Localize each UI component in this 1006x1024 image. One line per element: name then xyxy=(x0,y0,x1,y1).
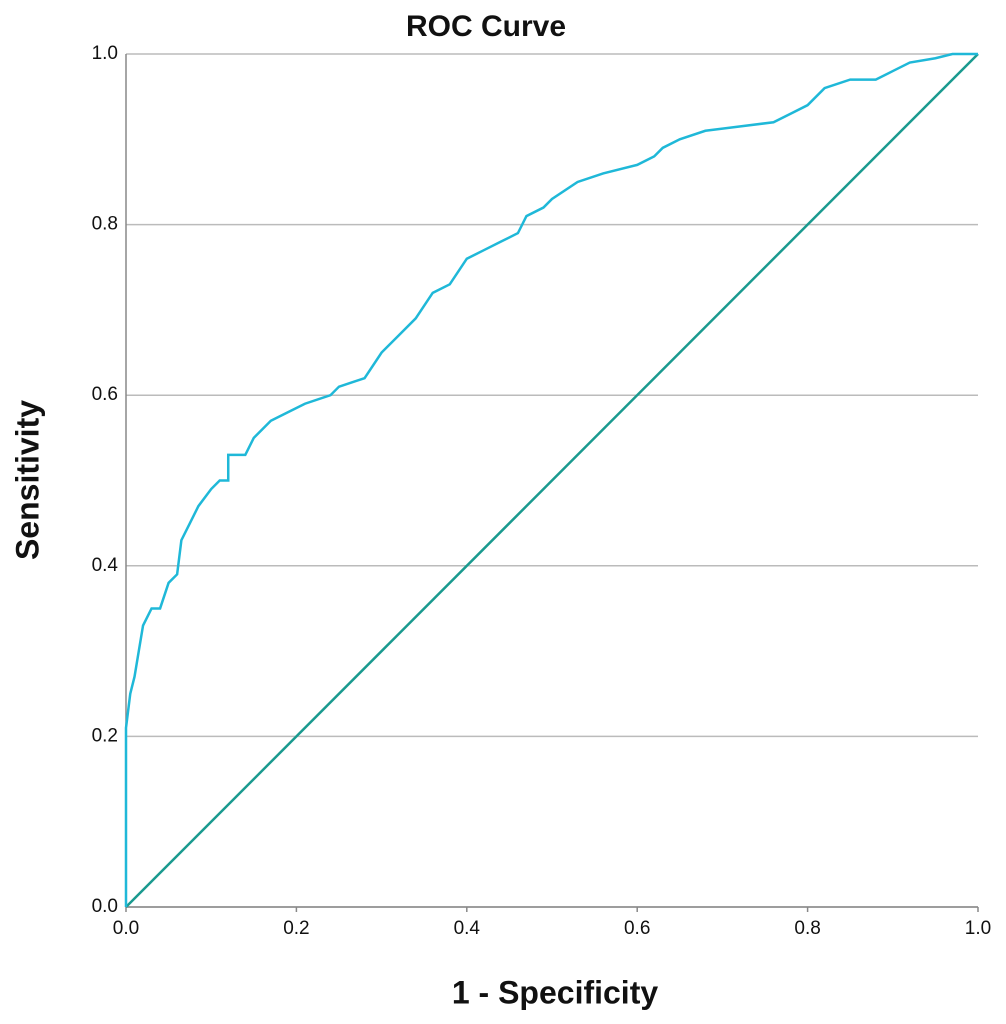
line-series xyxy=(125,53,979,908)
chart-title: ROC Curve xyxy=(406,10,566,43)
y-tick-label: 0.2 xyxy=(92,725,118,746)
x-tick-label: 0.8 xyxy=(794,918,820,939)
y-tick-label: 0.0 xyxy=(92,896,118,917)
y-tick-label: 0.6 xyxy=(92,384,118,405)
x-tick-label: 0.6 xyxy=(624,918,650,939)
x-axis-label: 1 - Specificity xyxy=(452,974,659,1010)
line-series xyxy=(124,52,978,907)
y-tick-label: 0.8 xyxy=(92,214,118,235)
y-axis-label: Sensitivity xyxy=(9,400,45,560)
y-tick-label: 1.0 xyxy=(92,43,118,64)
x-tick-label: 1.0 xyxy=(965,918,991,939)
y-tick-label: 0.4 xyxy=(92,555,119,576)
x-tick-label: 0.0 xyxy=(113,918,139,939)
x-tick-label: 0.4 xyxy=(454,918,481,939)
x-tick-label: 0.2 xyxy=(283,918,309,939)
